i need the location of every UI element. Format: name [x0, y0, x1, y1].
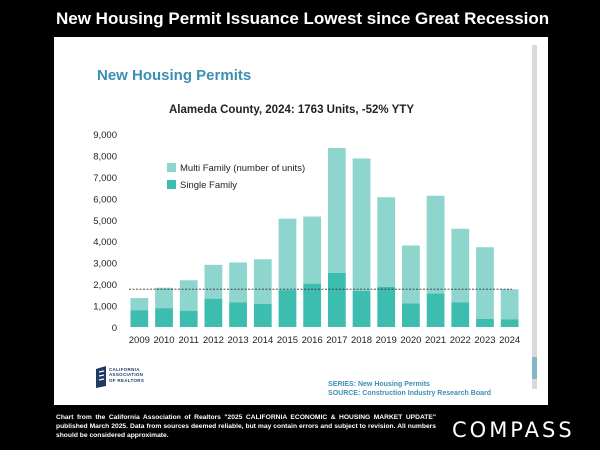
- chart-subtitle: Alameda County, 2024: 1763 Units, -52% Y…: [169, 104, 414, 116]
- x-tick-label: 2010: [153, 335, 174, 346]
- bar-multi-family: [327, 147, 346, 273]
- realtors-logo-icon: [96, 366, 106, 388]
- bar-single-family: [253, 303, 272, 327]
- y-tick-label: 2,000: [93, 280, 117, 291]
- x-tick-label: 2020: [400, 335, 421, 346]
- brand-accent: [532, 357, 537, 379]
- bar-single-family: [500, 319, 519, 327]
- bar-multi-family: [377, 197, 396, 287]
- logo-line-2: ASSOCIATION: [109, 372, 144, 378]
- bar-multi-family: [229, 262, 247, 303]
- bars-group: [129, 147, 519, 327]
- series-source-note: SERIES: New Housing Permits SOURCE: Cons…: [328, 380, 491, 399]
- bar-single-family: [278, 290, 297, 327]
- x-tick-label: 2011: [179, 335, 199, 346]
- bar-chart: New Housing Permits Alameda County, 2024…: [93, 67, 520, 346]
- bar-multi-family: [476, 247, 494, 319]
- x-tick-label: 2022: [450, 335, 471, 346]
- x-tick-label: 2024: [499, 335, 520, 346]
- x-tick-label: 2019: [376, 335, 397, 346]
- car-logo: [94, 366, 156, 392]
- bar-single-family: [229, 302, 247, 327]
- chart-title: New Housing Permits: [97, 67, 251, 84]
- bar-multi-family: [303, 216, 322, 284]
- x-tick-label: 2015: [277, 335, 298, 346]
- x-tick-label: 2023: [474, 335, 495, 346]
- chart-card: New Housing Permits Alameda County, 2024…: [67, 37, 537, 401]
- bar-single-family: [426, 293, 445, 327]
- y-tick-label: 7,000: [93, 173, 117, 184]
- bar-multi-family: [451, 228, 470, 303]
- legend: Multi Family (number of units) Single Fam…: [167, 163, 305, 191]
- bar-single-family: [476, 318, 494, 327]
- x-tick-label: 2021: [425, 335, 446, 346]
- slide-title: New Housing Permit Issuance Lowest since…: [56, 9, 550, 28]
- footnote: Chart from the California Association of…: [56, 414, 436, 440]
- car-logo-text: CALIFORNIA ASSOCIATION OF REALTORS: [109, 367, 144, 383]
- bar-multi-family: [278, 218, 297, 291]
- bar-multi-family: [179, 280, 198, 311]
- logo-line-1: CALIFORNIA: [109, 367, 140, 372]
- bar-single-family: [451, 302, 470, 327]
- bar-multi-family: [253, 259, 272, 304]
- bar-single-family: [377, 286, 396, 327]
- bar-single-family: [179, 310, 198, 327]
- y-tick-label: 3,000: [93, 259, 117, 270]
- bar-multi-family: [352, 158, 371, 291]
- legend-swatch-single-family: [167, 180, 176, 189]
- y-tick-label: 8,000: [93, 151, 117, 162]
- bar-multi-family: [426, 195, 445, 294]
- y-tick-label: 0: [112, 323, 117, 334]
- bar-single-family: [352, 290, 371, 327]
- bar-single-family: [402, 303, 420, 327]
- bar-multi-family: [500, 289, 519, 320]
- x-tick-label: 2012: [203, 335, 224, 346]
- y-tick-label: 4,000: [93, 237, 117, 248]
- x-axis: 2009 2010 2011 2012 2013 2014 2015 2016 2017 2018…: [129, 335, 520, 346]
- y-tick-label: 9,000: [93, 130, 117, 141]
- x-tick-label: 2016: [302, 335, 323, 346]
- logo-line-3: OF REALTORS: [109, 377, 145, 383]
- y-tick-label: 6,000: [93, 194, 117, 205]
- bar-single-family: [130, 310, 149, 327]
- accent-bar: [532, 45, 537, 389]
- legend-label-single-family: Single Family: [180, 180, 237, 191]
- y-tick-label: 5,000: [93, 216, 117, 227]
- bar-multi-family: [204, 264, 223, 299]
- x-tick-label: 2018: [351, 335, 372, 346]
- bar-multi-family: [130, 298, 149, 311]
- x-tick-label: 2013: [228, 335, 249, 346]
- bar-multi-family: [402, 245, 420, 304]
- source-note: SOURCE: Construction Industry Research B…: [328, 390, 491, 398]
- bar-single-family: [204, 298, 223, 327]
- bar-single-family: [303, 283, 322, 327]
- legend-swatch-multi-family: [167, 163, 176, 172]
- bar-multi-family: [155, 287, 173, 309]
- bar-single-family: [327, 272, 346, 327]
- x-tick-label: 2017: [326, 335, 347, 346]
- y-tick-label: 1,000: [93, 302, 117, 313]
- bar-single-family: [155, 308, 173, 327]
- legend-label-multi-family: Multi Family (number of units): [180, 163, 305, 174]
- compass-logo: COMPASS: [452, 418, 575, 442]
- chart-panel: New Housing Permits Alameda County, 2024…: [54, 37, 548, 405]
- x-tick-label: 2014: [252, 335, 273, 346]
- x-tick-label: 2009: [129, 335, 150, 346]
- series-note: SERIES: New Housing Permits: [328, 381, 430, 388]
- y-axis: 0 1,000 2,000 3,000 4,000 5,000 6,000 7,000 8,00…: [93, 130, 117, 334]
